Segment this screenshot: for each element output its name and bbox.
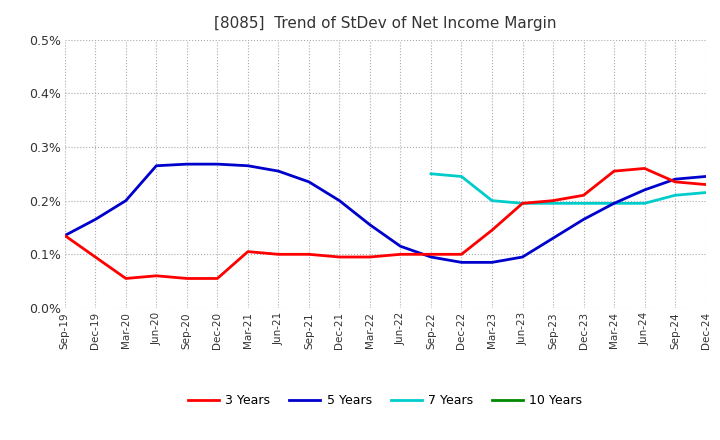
3 Years: [335, 254, 343, 260]
7 Years: [579, 201, 588, 206]
3 Years: [122, 276, 130, 281]
5 Years: [427, 254, 436, 260]
5 Years: [335, 198, 343, 203]
Line: 3 Years: 3 Years: [65, 169, 706, 279]
7 Years: [610, 201, 618, 206]
5 Years: [549, 235, 557, 241]
5 Years: [701, 174, 710, 179]
5 Years: [457, 260, 466, 265]
3 Years: [60, 233, 69, 238]
5 Years: [487, 260, 496, 265]
Legend: 3 Years, 5 Years, 7 Years, 10 Years: 3 Years, 5 Years, 7 Years, 10 Years: [183, 389, 588, 412]
5 Years: [396, 244, 405, 249]
5 Years: [274, 169, 283, 174]
Title: [8085]  Trend of StDev of Net Income Margin: [8085] Trend of StDev of Net Income Marg…: [214, 16, 557, 32]
3 Years: [396, 252, 405, 257]
3 Years: [305, 252, 313, 257]
5 Years: [579, 217, 588, 222]
5 Years: [610, 201, 618, 206]
3 Years: [487, 227, 496, 233]
3 Years: [549, 198, 557, 203]
3 Years: [366, 254, 374, 260]
3 Years: [91, 254, 99, 260]
5 Years: [243, 163, 252, 169]
7 Years: [518, 201, 527, 206]
5 Years: [518, 254, 527, 260]
3 Years: [518, 201, 527, 206]
3 Years: [152, 273, 161, 279]
Line: 5 Years: 5 Years: [65, 164, 706, 262]
3 Years: [427, 252, 436, 257]
3 Years: [610, 169, 618, 174]
3 Years: [701, 182, 710, 187]
7 Years: [549, 201, 557, 206]
3 Years: [274, 252, 283, 257]
Line: 7 Years: 7 Years: [431, 174, 706, 203]
7 Years: [487, 198, 496, 203]
7 Years: [640, 201, 649, 206]
3 Years: [579, 193, 588, 198]
5 Years: [671, 176, 680, 182]
7 Years: [701, 190, 710, 195]
3 Years: [457, 252, 466, 257]
5 Years: [152, 163, 161, 169]
5 Years: [305, 179, 313, 184]
5 Years: [122, 198, 130, 203]
3 Years: [671, 179, 680, 184]
5 Years: [640, 187, 649, 193]
5 Years: [366, 222, 374, 227]
7 Years: [427, 171, 436, 176]
3 Years: [640, 166, 649, 171]
3 Years: [183, 276, 192, 281]
5 Years: [183, 161, 192, 167]
3 Years: [243, 249, 252, 254]
5 Years: [91, 217, 99, 222]
3 Years: [213, 276, 222, 281]
7 Years: [671, 193, 680, 198]
5 Years: [60, 233, 69, 238]
7 Years: [457, 174, 466, 179]
5 Years: [213, 161, 222, 167]
